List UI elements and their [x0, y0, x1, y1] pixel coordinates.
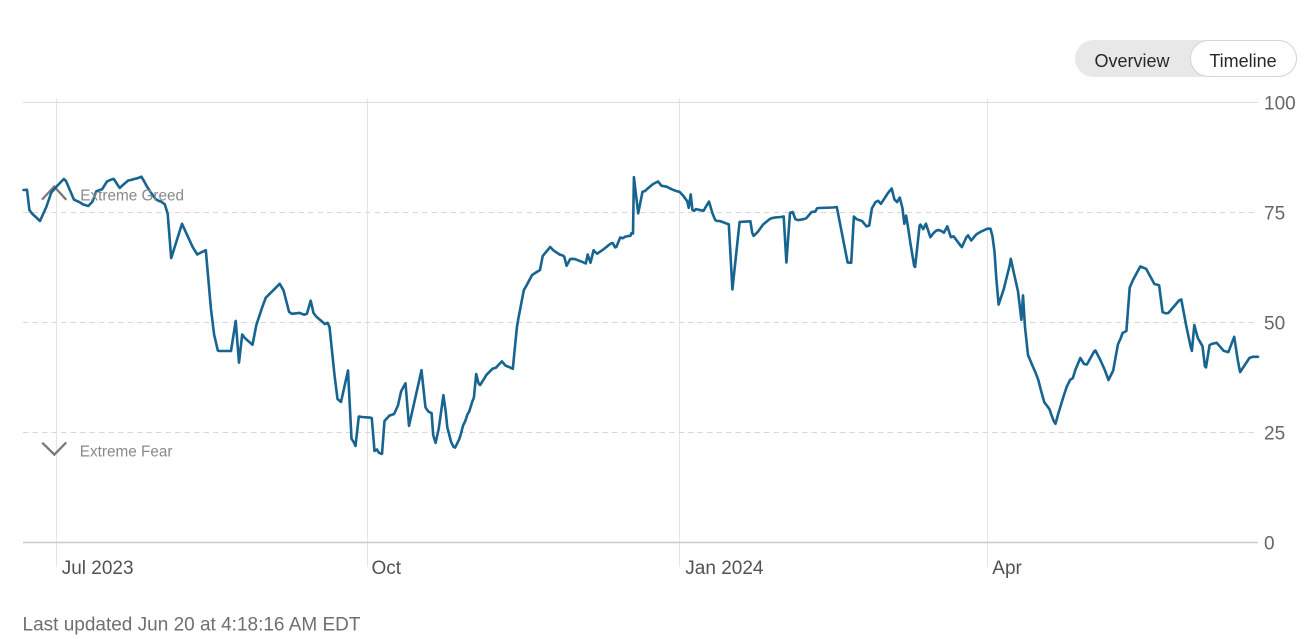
svg-text:Jan 2024: Jan 2024: [685, 558, 764, 579]
svg-text:Extreme Greed: Extreme Greed: [80, 187, 184, 204]
svg-text:0: 0: [1264, 533, 1275, 554]
svg-text:Oct: Oct: [372, 558, 402, 579]
svg-text:Last updated Jun 20 at 4:18:16: Last updated Jun 20 at 4:18:16 AM EDT: [23, 614, 361, 635]
svg-text:25: 25: [1264, 423, 1285, 444]
svg-text:75: 75: [1264, 203, 1285, 224]
svg-text:50: 50: [1264, 313, 1285, 334]
svg-text:Jul 2023: Jul 2023: [62, 558, 134, 579]
svg-text:100: 100: [1264, 93, 1296, 114]
svg-text:Apr: Apr: [992, 558, 1022, 579]
svg-text:Extreme Fear: Extreme Fear: [80, 443, 173, 460]
